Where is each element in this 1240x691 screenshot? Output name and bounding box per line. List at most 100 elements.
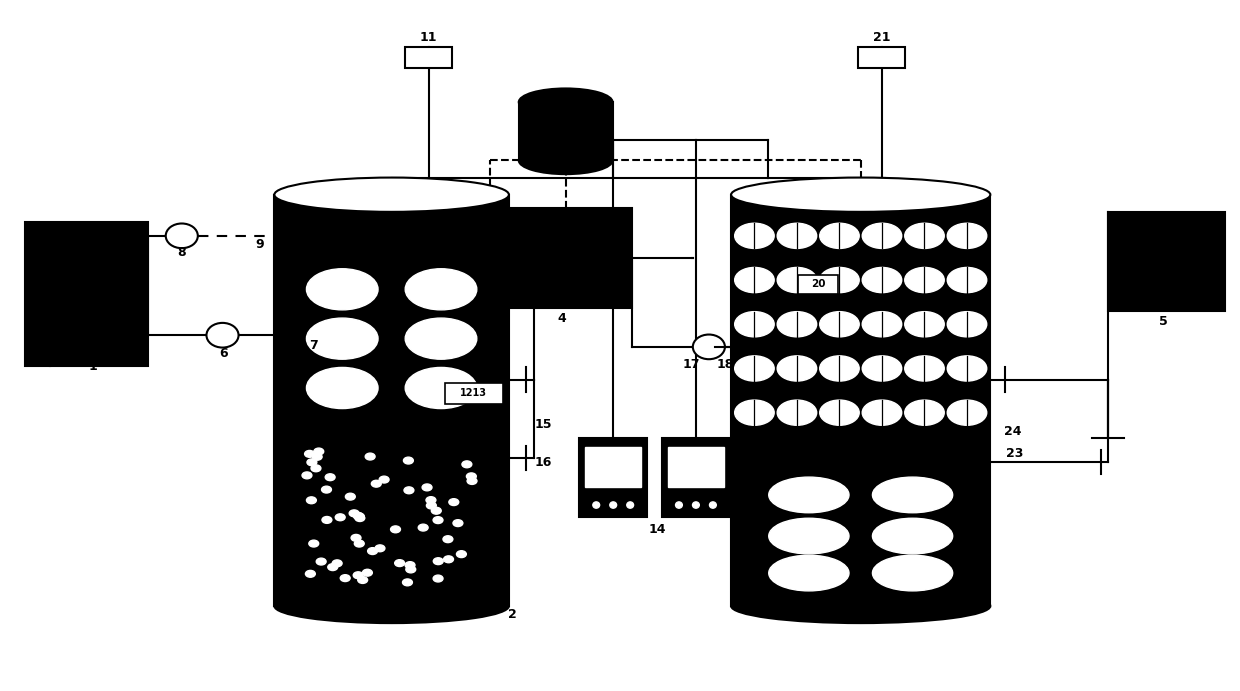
Ellipse shape [303,472,312,479]
Text: 11: 11 [420,30,438,44]
Ellipse shape [350,510,360,517]
Ellipse shape [777,267,817,293]
Ellipse shape [325,474,335,481]
Text: 15: 15 [534,418,552,430]
Ellipse shape [947,312,987,337]
Ellipse shape [692,502,699,508]
Ellipse shape [404,487,414,494]
Text: 8: 8 [177,247,186,259]
Ellipse shape [274,178,508,212]
Ellipse shape [355,513,365,520]
Ellipse shape [777,400,817,425]
Text: 18: 18 [717,358,734,371]
Ellipse shape [371,480,381,487]
Ellipse shape [873,518,952,554]
Ellipse shape [403,457,413,464]
Ellipse shape [305,570,315,577]
Ellipse shape [709,502,717,508]
Ellipse shape [947,223,987,249]
Ellipse shape [905,223,944,249]
Ellipse shape [862,356,901,381]
Text: 16: 16 [534,455,552,468]
Text: 20: 20 [811,279,826,290]
Ellipse shape [367,548,377,554]
Ellipse shape [321,486,331,493]
Ellipse shape [357,576,367,583]
Ellipse shape [394,560,404,567]
Ellipse shape [355,515,365,522]
Ellipse shape [905,267,944,293]
Ellipse shape [777,356,817,381]
Ellipse shape [449,499,459,506]
Ellipse shape [427,497,436,504]
Ellipse shape [306,269,378,310]
Ellipse shape [335,514,345,521]
Text: 1: 1 [88,359,97,372]
Ellipse shape [306,368,378,408]
Ellipse shape [873,477,952,513]
Ellipse shape [593,502,600,508]
Polygon shape [274,195,508,606]
Ellipse shape [305,451,315,457]
Ellipse shape [433,517,443,524]
Text: 23: 23 [1007,446,1024,460]
Bar [445,384,502,404]
Ellipse shape [274,589,508,623]
Ellipse shape [947,356,987,381]
Ellipse shape [366,453,374,460]
Ellipse shape [332,560,342,567]
Bar [490,209,632,307]
Ellipse shape [379,476,389,483]
Ellipse shape [467,477,477,484]
Text: 24: 24 [1004,425,1022,437]
Bar [668,448,724,487]
Ellipse shape [346,493,356,500]
Text: 17: 17 [683,358,701,371]
Ellipse shape [314,448,324,455]
Ellipse shape [947,400,987,425]
Ellipse shape [322,516,332,523]
Ellipse shape [432,507,441,514]
Text: 1213: 1213 [460,388,487,399]
Ellipse shape [862,223,901,249]
Ellipse shape [351,534,361,541]
Ellipse shape [456,551,466,558]
Ellipse shape [905,312,944,337]
Ellipse shape [353,572,363,578]
Ellipse shape [444,556,454,562]
Text: 3: 3 [942,608,951,621]
Ellipse shape [734,223,774,249]
Ellipse shape [820,223,859,249]
Text: 22: 22 [960,384,977,397]
Text: 9: 9 [255,238,264,251]
Ellipse shape [626,502,634,508]
Ellipse shape [734,400,774,425]
Ellipse shape [769,477,849,513]
Ellipse shape [207,323,238,348]
Ellipse shape [862,267,901,293]
Ellipse shape [820,267,859,293]
Polygon shape [732,195,991,606]
Ellipse shape [306,497,316,504]
Ellipse shape [693,334,725,359]
Ellipse shape [734,312,774,337]
Ellipse shape [418,524,428,531]
Text: 7: 7 [310,339,319,352]
Ellipse shape [312,453,322,460]
Ellipse shape [353,513,363,519]
Ellipse shape [427,502,436,509]
Text: 25: 25 [557,164,574,176]
Ellipse shape [327,564,337,571]
Ellipse shape [311,465,321,472]
Text: 5: 5 [1159,315,1168,328]
Ellipse shape [453,520,463,527]
Text: 14: 14 [649,523,666,536]
Ellipse shape [820,312,859,337]
Ellipse shape [405,318,477,359]
Ellipse shape [905,356,944,381]
Ellipse shape [405,269,477,310]
Text: 6: 6 [219,347,228,360]
Text: 4: 4 [558,312,567,325]
Ellipse shape [362,569,372,576]
Bar [579,438,647,517]
